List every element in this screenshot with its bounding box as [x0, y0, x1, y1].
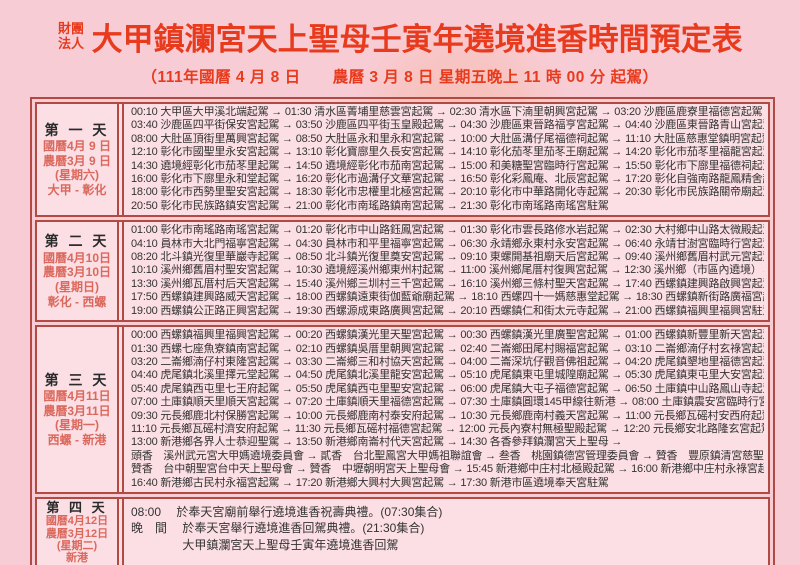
schedule-row: 13:30 溪州鄉瓦厝村后天宮起駕 → 15:40 溪州鄉三圳村三千宮起駕 → … — [131, 277, 764, 290]
day-section-3: 第 三 天 國曆4月11日 農曆3月11日 (星期一) 西螺 - 新港 00:0… — [35, 325, 770, 494]
page-subtitle: （111年國曆 4 月 8 日 農曆 3 月 8 日 星期五晚上 11 時 00… — [141, 69, 659, 86]
day-4-header: 第 四 天 國曆4月12日 農曆3月12日 (星期二) 新港 — [37, 498, 119, 565]
day-3-rows: 00:00 西螺鎮福興里福興宮起駕 → 00:20 西螺鎮漢光里天聖宮起駕 → … — [122, 327, 768, 492]
day-4-lunar-date: 農曆3月12日 — [45, 527, 109, 540]
day-1-weekday: (星期六) — [55, 168, 99, 183]
day-section-4: 第 四 天 國曆4月12日 農曆3月12日 (星期二) 新港 08:00 於奉天… — [35, 496, 770, 565]
schedule-row: 16:40 新港鄉古民村永福宮起駕 → 17:20 新港鄉大興村大興宮起駕 → … — [131, 476, 609, 489]
schedule-row: 00:00 西螺鎮福興里福興宮起駕 → 00:20 西螺鎮漢光里天聖宮起駕 → … — [131, 329, 764, 342]
schedule-row: 08:00 大肚區頂街里萬興宮起駕 → 08:50 大肚區永和里永和宮起駕 → … — [131, 132, 764, 145]
day-1-rows: 00:10 大甲區大甲溪北端起駕 → 01:30 清水區菁埔里慈雲宮起駕 → 0… — [122, 104, 768, 216]
schedule-row: 19:00 西螺鎮公正路正興宮起駕 → 19:30 西螺源成東路廣興宮起駕 → … — [131, 304, 764, 317]
schedule-row: 04:40 虎尾鎮北溪里擇元堂起駕 → 04:50 虎尾鎮北溪里龍安宮起駕 → … — [131, 369, 764, 382]
day-4-solar-date: 國曆4月12日 — [45, 515, 109, 528]
schedule-row: 13:00 新港鄉各界人士恭迎聖駕 → 13:50 新港鄉南崙村代天宮起駕 → … — [131, 436, 623, 449]
schedule-row: 08:00 於奉天宮廟前舉行遶境進香祝壽典禮。(07:30集合) — [131, 504, 443, 519]
schedule-row: 20:50 彰化市民族路鎮安宮起駕 → 21:00 彰化市南瑤路鎮南宮起駕 → … — [131, 199, 609, 212]
day-2-weekday: (星期日) — [55, 279, 99, 294]
schedule-row: 01:00 彰化市南瑤路南瑤宮起駕 → 01:20 彰化市中山路鈺鳳宮起駕 → … — [131, 224, 764, 237]
day-2-header: 第 二 天 國曆4月10日 農曆3月10日 (星期日) 彰化 - 西螺 — [37, 222, 119, 321]
schedule-row: 09:30 元長鄉鹿北村保勝宮起駕 → 10:00 元長鄉鹿南村泰安府起駕 → … — [131, 409, 764, 422]
header: 財團法人 大甲鎮瀾宮天上聖母壬寅年遶境進香時間預定表 （111年國曆 4 月 8… — [0, 14, 800, 87]
day-1-lunar-date: 農曆3月 9 日 — [42, 153, 112, 168]
schedule-row: 18:00 彰化市西勢里聖安宮起駕 → 18:30 彰化市忠權里北極宮起駕 → … — [131, 186, 764, 199]
day-2-solar-date: 國曆4月10日 — [42, 250, 112, 265]
day-3-solar-date: 國曆4月11日 — [43, 389, 111, 404]
schedule-row: 05:40 虎尾鎮西屯里七王府起駕 → 05:50 虎尾鎮西屯里聖安宮起駕 → … — [131, 382, 764, 395]
schedule-row: 大甲鎮瀾宮天上聖母壬寅年遶境進香回駕 — [131, 537, 399, 552]
day-4-weekday: (星期二) — [56, 539, 98, 552]
schedule-row: 08:20 北斗鎮光復里華巖寺起駕 → 08:50 北斗鎮光復里奠安宮起駕 → … — [131, 251, 764, 264]
schedule-row: 01:30 西螺七座魚寮鎮南宮起駕 → 02:10 西螺鎮吳厝里朝興宮起駕 → … — [131, 342, 764, 355]
schedule-row: 03:20 二崙鄉湳仔村東隆宮起駕 → 03:30 二崙鄉三和村協天宮起駕 → … — [131, 355, 764, 368]
schedule-row: 頭香 溪州武元宮大甲媽遶境委員會 → 貳香 台北聖鳳宮大甲媽祖聯誼會 → 叁香 … — [131, 449, 764, 462]
day-section-2: 第 二 天 國曆4月10日 農曆3月10日 (星期日) 彰化 - 西螺 01:0… — [35, 220, 770, 323]
schedule-row: 03:40 沙鹿區四平街保安宮起駕 → 03:50 沙鹿區四平街玉皇殿起駕 → … — [131, 119, 764, 132]
schedule-row: 14:30 遶境經彰化市茄苳里起駕 → 14:50 遶境經彰化市茄南宮起駕 → … — [131, 159, 764, 172]
day-1-route: 大甲 - 彰化 — [47, 183, 107, 197]
day-1-name: 第 一 天 — [44, 121, 110, 138]
day-2-lunar-date: 農曆3月10日 — [42, 265, 112, 280]
schedule-row: 晚 間 於奉天宮舉行遶境進香回駕典禮。(21:30集合) — [131, 521, 425, 536]
day-4-route: 新港 — [66, 552, 88, 565]
day-2-rows: 01:00 彰化市南瑤路南瑤宮起駕 → 01:20 彰化市中山路鈺鳳宮起駕 → … — [122, 222, 768, 321]
day-3-weekday: (星期一) — [55, 418, 99, 433]
day-3-route: 西螺 - 新港 — [47, 432, 107, 447]
day-3-header: 第 三 天 國曆4月11日 農曆3月11日 (星期一) 西螺 - 新港 — [37, 327, 119, 492]
day-1-solar-date: 國曆4月 9 日 — [42, 139, 112, 154]
schedule-row: 07:00 土庫鎮順天里順天宮起駕 → 07:20 土庫鎮順天里福德宮起駕 → … — [131, 396, 764, 409]
schedule-row: 贊香 台中朝聖宮台中天上聖母會 → 贊香 中壢朝明宮天上聖母會 → 15:45 … — [131, 463, 764, 476]
schedule-row: 04:10 員林市大北門福寧宮起駕 → 04:30 員林市和平里福寧宮起駕 → … — [131, 237, 764, 250]
schedule-row: 00:10 大甲區大甲溪北端起駕 → 01:30 清水區菁埔里慈雲宮起駕 → 0… — [131, 106, 764, 118]
day-1-header: 第 一 天 國曆4月 9 日 農曆3月 9 日 (星期六) 大甲 - 彰化 — [37, 104, 119, 216]
org-label: 財團法人 — [57, 20, 84, 51]
schedule-row: 11:10 元長鄉瓦磘村濟安府起駕 → 11:30 元長鄉瓦磘村福德宮起駕 → … — [131, 422, 764, 435]
schedule-row: 16:00 彰化市下廍里永和堂起駕 → 16:20 彰化市過溝仔文華宮起駕 → … — [131, 173, 764, 186]
day-4-name: 第 四 天 — [46, 499, 108, 515]
schedule-table: 第 一 天 國曆4月 9 日 農曆3月 9 日 (星期六) 大甲 - 彰化 00… — [30, 97, 775, 565]
day-2-route: 彰化 - 西螺 — [47, 294, 107, 309]
day-3-name: 第 三 天 — [44, 371, 110, 388]
schedule-row: 10:10 溪州鄉舊眉村聖安宮起駕 → 10:30 遶境經溪州鄉東州村起駕 → … — [131, 264, 764, 277]
day-4-rows: 08:00 於奉天宮廟前舉行遶境進香祝壽典禮。(07:30集合) 晚 間 於奉天宮… — [122, 498, 768, 565]
schedule-row: 12:10 彰化市國聖里永安宮起駕 → 13:10 彰化寶廍里久長安宮起駕 → … — [131, 146, 764, 159]
day-section-1: 第 一 天 國曆4月 9 日 農曆3月 9 日 (星期六) 大甲 - 彰化 00… — [35, 102, 770, 218]
day-3-lunar-date: 農曆3月11日 — [43, 403, 111, 418]
page-title: 大甲鎮瀾宮天上聖母壬寅年遶境進香時間預定表 — [91, 22, 743, 57]
day-2-name: 第 二 天 — [44, 233, 110, 250]
schedule-row: 17:50 西螺鎮建興路威天宮起駕 → 18:00 西螺鎮遠東街伽藍爺廟起駕 →… — [131, 291, 764, 304]
